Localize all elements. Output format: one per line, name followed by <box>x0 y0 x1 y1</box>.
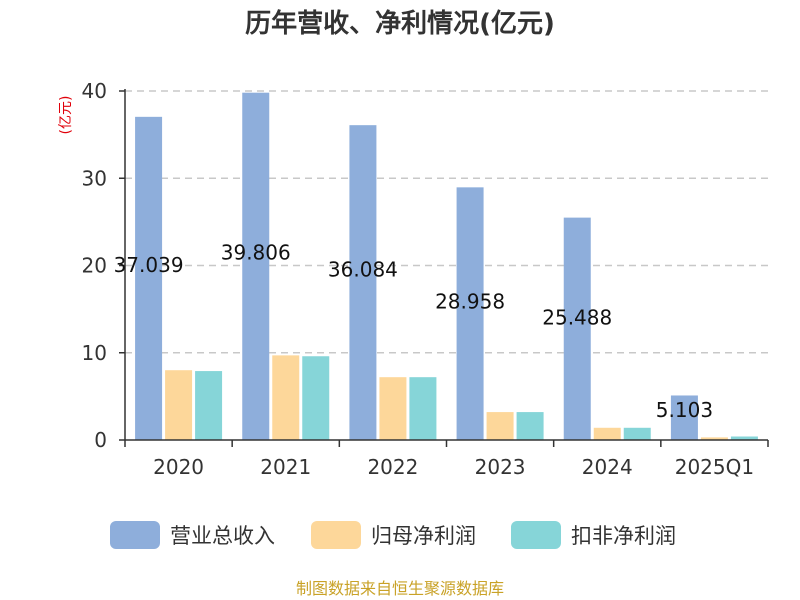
x-tick-label: 2023 <box>475 455 526 479</box>
y-tick-label: 0 <box>94 428 107 452</box>
x-tick-label: 2024 <box>582 455 633 479</box>
data-labels: 37.039 39.806 36.084 28.958 25.488 5.103 <box>114 240 713 421</box>
bar-3-2020 <box>195 371 223 440</box>
legend-swatch-1 <box>110 521 160 549</box>
y-axis-label: (亿元) <box>58 96 74 135</box>
legend-label-3: 扣非净利润 <box>571 524 676 548</box>
data-label: 28.958 <box>435 290 505 314</box>
gridlines <box>119 90 768 441</box>
x-tick-label: 2025Q1 <box>675 455 754 479</box>
bar-1-2022 <box>349 125 377 440</box>
x-tick-label: 2021 <box>260 455 311 479</box>
y-tick-label: 10 <box>82 341 107 365</box>
axes <box>124 89 769 447</box>
tick-labels: 0 10 20 30 40 2020 2021 2022 2023 2024 2025Q1 <box>82 79 755 479</box>
data-label: 5.103 <box>656 398 713 422</box>
data-label: 25.488 <box>542 305 612 329</box>
x-tick-label: 2020 <box>153 455 204 479</box>
x-tick-label: 2022 <box>367 455 418 479</box>
y-tick-label: 40 <box>82 79 107 103</box>
legend-swatch-2 <box>311 521 361 549</box>
bar-1-2025Q1 <box>670 395 698 440</box>
data-label: 39.806 <box>221 240 291 264</box>
bar-1-2024 <box>563 217 591 440</box>
y-tick-label: 30 <box>82 166 107 190</box>
bar-3-2024 <box>623 427 651 440</box>
bar-2-2022 <box>379 377 407 440</box>
legend-label-1: 营业总收入 <box>170 524 275 548</box>
y-tick-label: 20 <box>82 254 107 278</box>
data-label: 36.084 <box>328 257 398 281</box>
bar-1-2023 <box>456 187 484 440</box>
bar-3-2022 <box>409 377 437 440</box>
bar-3-2021 <box>302 356 330 440</box>
source-note: 制图数据来自恒生聚源数据库 <box>296 579 504 598</box>
legend: 营业总收入 归母净利润 扣非净利润 <box>110 521 676 549</box>
legend-swatch-3 <box>511 521 561 549</box>
bar-2-2024 <box>593 427 621 440</box>
bar-2-2023 <box>486 412 514 440</box>
legend-label-2: 归母净利润 <box>371 524 476 548</box>
bar-2-2020 <box>165 370 193 440</box>
bar-2-2025Q1 <box>700 437 728 440</box>
bars <box>135 92 758 441</box>
bar-1-2021 <box>242 92 270 440</box>
bar-3-2023 <box>516 412 544 440</box>
chart-title: 历年营收、净利情况(亿元) <box>245 8 555 39</box>
bar-3-2025Q1 <box>730 436 758 440</box>
bar-2-2021 <box>272 355 300 440</box>
bar-1-2020 <box>135 116 163 441</box>
data-label: 37.039 <box>114 253 184 277</box>
